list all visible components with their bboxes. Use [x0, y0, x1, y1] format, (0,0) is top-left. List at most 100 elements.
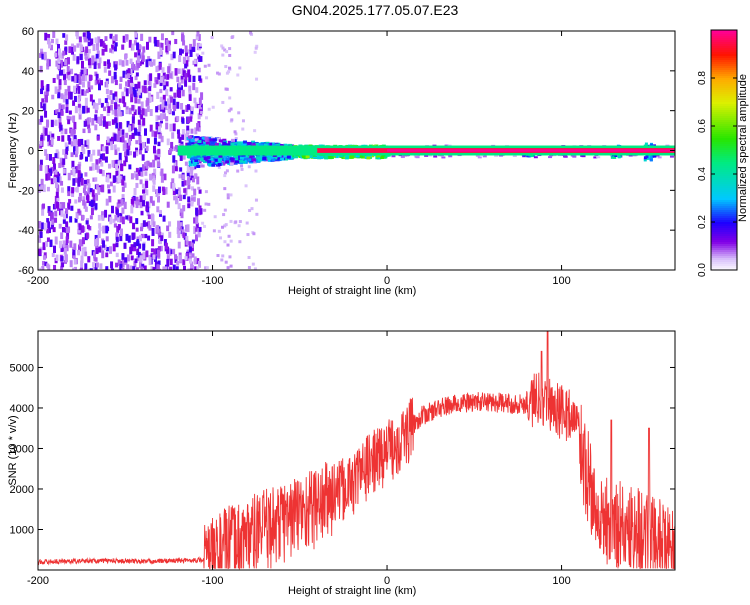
heatmap-cell: [548, 156, 553, 159]
heatmap-xtick-label: 0: [384, 275, 390, 287]
heatmap-cell: [145, 189, 149, 196]
heatmap-cell: [146, 105, 150, 112]
heatmap-cell: [237, 111, 241, 115]
heatmap-cell: [344, 156, 349, 160]
heatmap-cell: [240, 164, 244, 168]
heatmap-cell: [46, 84, 50, 92]
heatmap-cell: [137, 106, 141, 112]
heatmap-cell: [104, 98, 108, 103]
heatmap-cell: [45, 153, 49, 161]
colorbar-step: [711, 92, 737, 95]
heatmap-cell: [239, 156, 244, 160]
heatmap-cell: [151, 213, 155, 222]
heatmap-cell: [95, 193, 99, 201]
heatmap-cell: [168, 148, 172, 154]
heatmap-cell: [121, 129, 125, 135]
heatmap-cell: [208, 136, 213, 140]
heatmap-cell: [132, 222, 136, 230]
heatmap-cell: [41, 98, 45, 103]
heatmap-cell: [157, 141, 161, 147]
heatmap-cell: [84, 97, 88, 106]
heatmap-cell: [89, 268, 93, 270]
heatmap-cell: [87, 186, 91, 195]
heatmap-cell: [51, 252, 55, 258]
heatmap-cell: [39, 140, 43, 146]
heatmap-cell: [118, 202, 122, 207]
heatmap-cell: [139, 226, 143, 232]
heatmap-cell: [92, 102, 96, 109]
heatmap-cell: [234, 132, 238, 136]
heatmap-cell: [163, 84, 167, 91]
heatmap-cell: [50, 44, 54, 51]
heatmap-cell: [62, 50, 66, 56]
heatmap-cell: [218, 139, 223, 143]
heatmap-cell: [47, 221, 51, 229]
heatmap-cell: [58, 240, 62, 249]
heatmap-cell: [128, 138, 132, 146]
heatmap-cell: [217, 165, 221, 169]
heatmap-cell: [196, 122, 200, 131]
heatmap-cell: [93, 61, 97, 70]
heatmap-cell: [182, 205, 186, 212]
heatmap-ytick-label: 0: [28, 146, 34, 158]
heatmap-cell: [227, 234, 231, 238]
heatmap-cell: [149, 124, 153, 132]
heatmap-cell: [200, 143, 205, 147]
heatmap-cell: [80, 60, 84, 69]
heatmap-cell: [168, 221, 172, 227]
heatmap-cell: [228, 96, 232, 100]
heatmap-cell: [49, 168, 53, 176]
heatmap-cell: [87, 57, 91, 66]
colorbar-step: [711, 116, 737, 119]
heatmap-cell: [72, 54, 76, 61]
heatmap-cell: [201, 136, 206, 140]
heatmap-cell: [181, 180, 185, 187]
heatmap-cell: [512, 155, 517, 158]
heatmap-cell: [250, 207, 254, 211]
heatmap-cell: [125, 88, 129, 97]
heatmap-cell: [134, 75, 138, 81]
heatmap-cell: [92, 204, 96, 211]
heatmap-cell: [254, 46, 258, 50]
heatmap-cell: [253, 129, 257, 133]
colorbar-step: [711, 250, 737, 253]
heatmap-cell: [126, 268, 130, 270]
colorbar-step: [711, 252, 737, 255]
heatmap-cell: [151, 239, 155, 247]
heatmap-cell: [147, 214, 151, 220]
heatmap-cell: [101, 170, 105, 177]
heatmap-cell: [125, 109, 129, 114]
heatmap-cell: [228, 255, 232, 259]
colorbar-step: [711, 178, 737, 181]
heatmap-cell: [223, 208, 227, 212]
heatmap-cell: [130, 62, 134, 70]
heatmap-cell: [223, 187, 227, 191]
heatmap-cell: [267, 156, 272, 160]
heatmap-cell: [138, 140, 142, 146]
heatmap-cell: [112, 35, 116, 41]
heatmap-cell: [139, 92, 143, 99]
heatmap-cell: [102, 106, 106, 112]
heatmap-cell: [78, 78, 82, 85]
heatmap-cell: [184, 161, 188, 166]
heatmap-cell: [61, 104, 65, 110]
colorbar-step: [711, 152, 737, 155]
heatmap-cell: [229, 219, 233, 223]
heatmap-cell: [78, 104, 82, 112]
heatmap-cell: [102, 240, 106, 248]
heatmap-cell: [197, 125, 201, 132]
heatmap-cell: [193, 59, 197, 65]
heatmap-cell: [79, 173, 83, 181]
heatmap-cell: [111, 44, 115, 50]
heatmap-cell: [301, 154, 306, 158]
heatmap-cell: [198, 226, 202, 232]
heatmap-cell: [54, 86, 58, 94]
heatmap-cell: [79, 53, 83, 61]
heatmap-cell: [55, 60, 59, 67]
heatmap-cell: [226, 266, 230, 270]
heatmap-cell: [116, 225, 120, 234]
heatmap-cell: [160, 175, 164, 183]
heatmap-cell: [135, 227, 139, 232]
heatmap-cell: [101, 215, 105, 221]
